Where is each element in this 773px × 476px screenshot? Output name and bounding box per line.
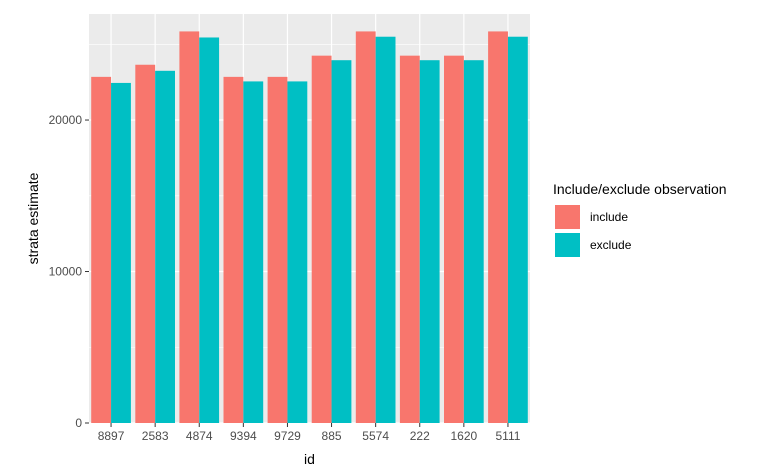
bar-include-9729 [267,76,288,424]
bar-include-1620 [444,55,464,423]
legend-key-include [555,205,580,229]
bar-exclude-9394 [243,81,264,424]
x-tick-label: 9394 [230,429,257,443]
bar-exclude-1620 [463,60,484,424]
x-tick-label: 4874 [186,429,213,443]
bar-exclude-222 [419,60,440,424]
bar-exclude-8897 [111,82,131,423]
x-tick-label: 885 [322,429,342,443]
y-axis: 0 10000 20000 [49,113,89,430]
bar-include-8897 [91,76,112,424]
legend-title: Include/exclude observation [553,181,727,197]
bar-exclude-2583 [155,70,175,424]
bar-include-885 [311,55,332,423]
bar-include-222 [399,55,420,423]
bar-exclude-5574 [375,36,396,423]
x-tick-label: 8897 [98,429,125,443]
bar-exclude-885 [331,60,352,424]
bar-exclude-9729 [287,81,308,424]
y-tick-label: 0 [75,416,82,430]
bar-include-5111 [488,31,508,423]
legend: Include/exclude observation include exclu… [553,181,727,257]
x-tick-label: 2583 [142,429,169,443]
legend-key-exclude [555,233,580,257]
bar-include-5574 [355,31,376,423]
bar-include-4874 [179,31,200,423]
bar-include-9394 [223,76,244,424]
x-axis-title: id [304,451,315,467]
x-axis: 8897 2583 4874 9394 9729 885 5574 222 1620 5111 [98,423,521,443]
legend-label-include: include [590,210,628,224]
x-tick-label: 5574 [362,429,389,443]
bar-exclude-5111 [507,36,528,423]
bar-include-2583 [135,64,156,423]
y-tick-label: 10000 [49,265,83,279]
bar-exclude-4874 [199,37,220,424]
y-tick-label: 20000 [49,113,83,127]
legend-label-exclude: exclude [590,238,632,252]
x-tick-label: 1620 [450,429,477,443]
y-axis-title: strata estimate [25,172,41,264]
x-tick-label: 9729 [274,429,301,443]
bars [91,31,528,424]
x-tick-label: 222 [410,429,430,443]
x-tick-label: 5111 [495,429,520,443]
